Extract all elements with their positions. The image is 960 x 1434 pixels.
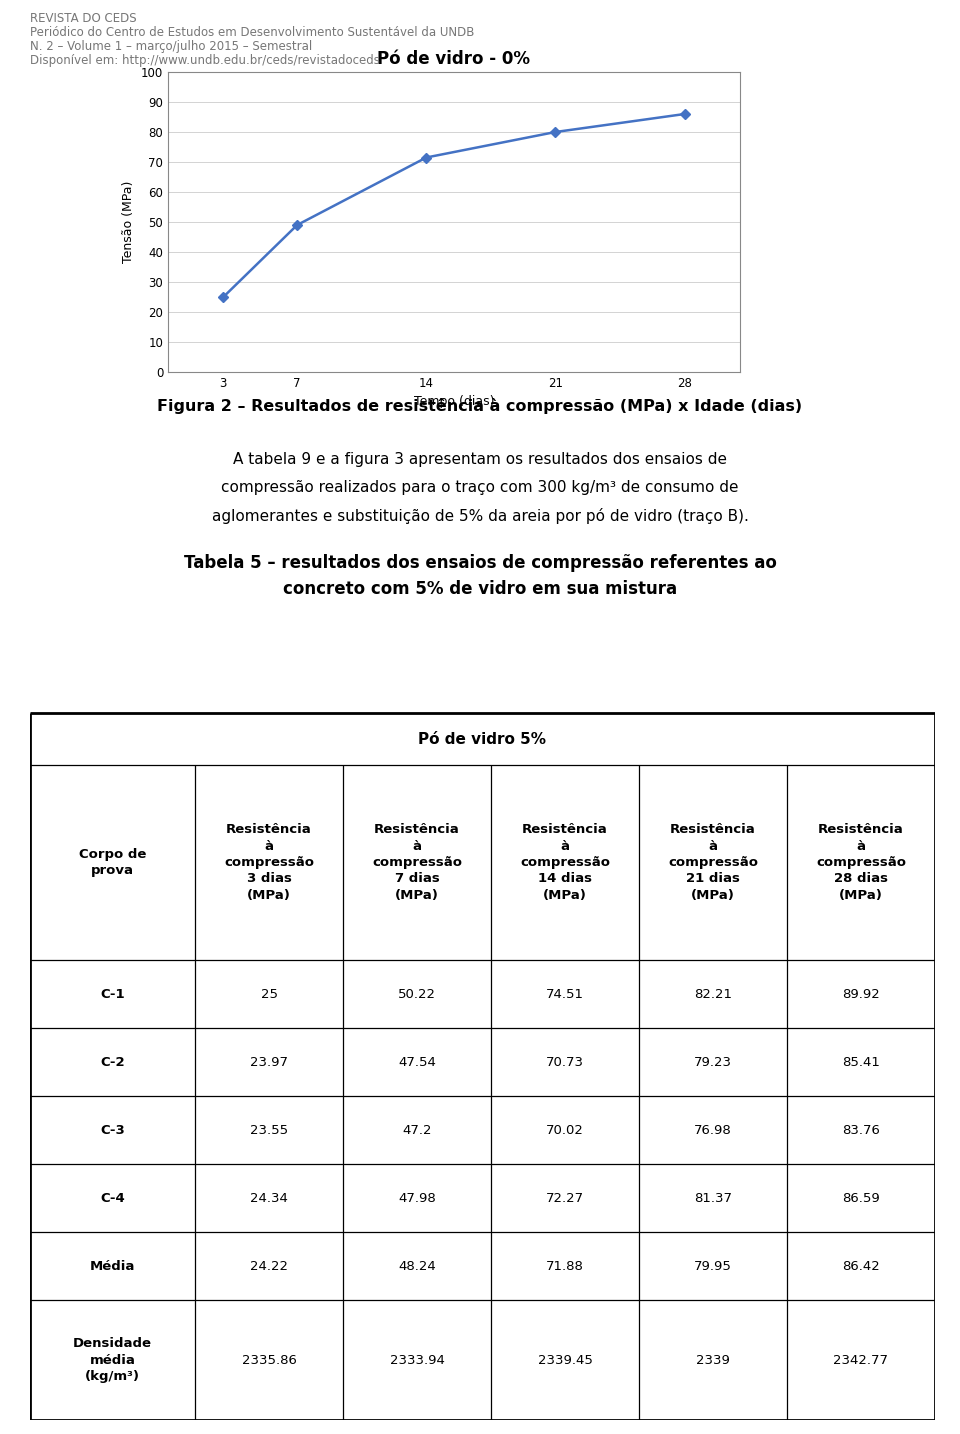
Text: 47.54: 47.54 (398, 1055, 436, 1068)
Text: Média: Média (90, 1259, 135, 1272)
Text: 71.88: 71.88 (546, 1259, 584, 1272)
Text: Resistência
à
compressão
21 dias
(MPa): Resistência à compressão 21 dias (MPa) (668, 823, 758, 902)
Text: Resistência
à
compressão
7 dias
(MPa): Resistência à compressão 7 dias (MPa) (372, 823, 462, 902)
Text: C-1: C-1 (100, 988, 125, 1001)
Text: Periódico do Centro de Estudos em Desenvolvimento Sustentável da UNDB: Periódico do Centro de Estudos em Desenv… (30, 26, 474, 39)
Title: Pó de vidro - 0%: Pó de vidro - 0% (377, 50, 531, 67)
Text: 25: 25 (260, 988, 277, 1001)
Text: N. 2 – Volume 1 – março/julho 2015 – Semestral: N. 2 – Volume 1 – março/julho 2015 – Sem… (30, 40, 312, 53)
Y-axis label: Tensão (MPa): Tensão (MPa) (122, 181, 135, 264)
Text: C-2: C-2 (100, 1055, 125, 1068)
Text: 2339: 2339 (696, 1354, 730, 1367)
Text: compressão realizados para o traço com 300 kg/m³ de consumo de: compressão realizados para o traço com 3… (221, 480, 739, 495)
Text: 79.95: 79.95 (694, 1259, 732, 1272)
Text: 86.59: 86.59 (842, 1192, 880, 1205)
Text: 47.98: 47.98 (398, 1192, 436, 1205)
Text: Resistência
à
compressão
28 dias
(MPa): Resistência à compressão 28 dias (MPa) (816, 823, 906, 902)
Text: 72.27: 72.27 (546, 1192, 584, 1205)
Text: Tabela 5 – resultados dos ensaios de compressão referentes ao: Tabela 5 – resultados dos ensaios de com… (183, 554, 777, 572)
Text: 23.97: 23.97 (250, 1055, 288, 1068)
Text: Resistência
à
compressão
3 dias
(MPa): Resistência à compressão 3 dias (MPa) (224, 823, 314, 902)
Text: 86.42: 86.42 (842, 1259, 880, 1272)
Text: 89.92: 89.92 (842, 988, 880, 1001)
Text: 83.76: 83.76 (842, 1123, 880, 1137)
Text: 81.37: 81.37 (694, 1192, 732, 1205)
X-axis label: Tempo (dias): Tempo (dias) (414, 396, 494, 409)
Text: Pó de vidro 5%: Pó de vidro 5% (419, 731, 546, 747)
Text: 82.21: 82.21 (694, 988, 732, 1001)
Text: Densidade
média
(kg/m³): Densidade média (kg/m³) (73, 1336, 152, 1382)
Text: 2342.77: 2342.77 (833, 1354, 889, 1367)
Text: 2339.45: 2339.45 (538, 1354, 592, 1367)
Text: C-3: C-3 (100, 1123, 125, 1137)
Text: 24.34: 24.34 (250, 1192, 288, 1205)
Text: A tabela 9 e a figura 3 apresentam os resultados dos ensaios de: A tabela 9 e a figura 3 apresentam os re… (233, 452, 727, 467)
Text: 23.55: 23.55 (250, 1123, 288, 1137)
Text: 50.22: 50.22 (398, 988, 436, 1001)
Text: Disponível em: http://www.undb.edu.br/ceds/revistadoceds: Disponível em: http://www.undb.edu.br/ce… (30, 54, 380, 67)
Text: 2333.94: 2333.94 (390, 1354, 444, 1367)
Text: Figura 2 – Resultados de resistência à compressão (MPa) x Idade (dias): Figura 2 – Resultados de resistência à c… (157, 399, 803, 414)
Text: 47.2: 47.2 (402, 1123, 432, 1137)
Text: Corpo de
prova: Corpo de prova (79, 847, 146, 878)
Text: Resistência
à
compressão
14 dias
(MPa): Resistência à compressão 14 dias (MPa) (520, 823, 610, 902)
Text: 85.41: 85.41 (842, 1055, 880, 1068)
Text: 48.24: 48.24 (398, 1259, 436, 1272)
Text: 2335.86: 2335.86 (242, 1354, 297, 1367)
Text: 70.73: 70.73 (546, 1055, 584, 1068)
Text: 74.51: 74.51 (546, 988, 584, 1001)
Text: 79.23: 79.23 (694, 1055, 732, 1068)
Text: concreto com 5% de vidro em sua mistura: concreto com 5% de vidro em sua mistura (283, 579, 677, 598)
Text: 24.22: 24.22 (250, 1259, 288, 1272)
Text: aglomerantes e substituição de 5% da areia por pó de vidro (traço B).: aglomerantes e substituição de 5% da are… (211, 508, 749, 523)
Text: 70.02: 70.02 (546, 1123, 584, 1137)
Text: 76.98: 76.98 (694, 1123, 732, 1137)
Text: REVISTA DO CEDS: REVISTA DO CEDS (30, 11, 136, 24)
Text: C-4: C-4 (100, 1192, 125, 1205)
